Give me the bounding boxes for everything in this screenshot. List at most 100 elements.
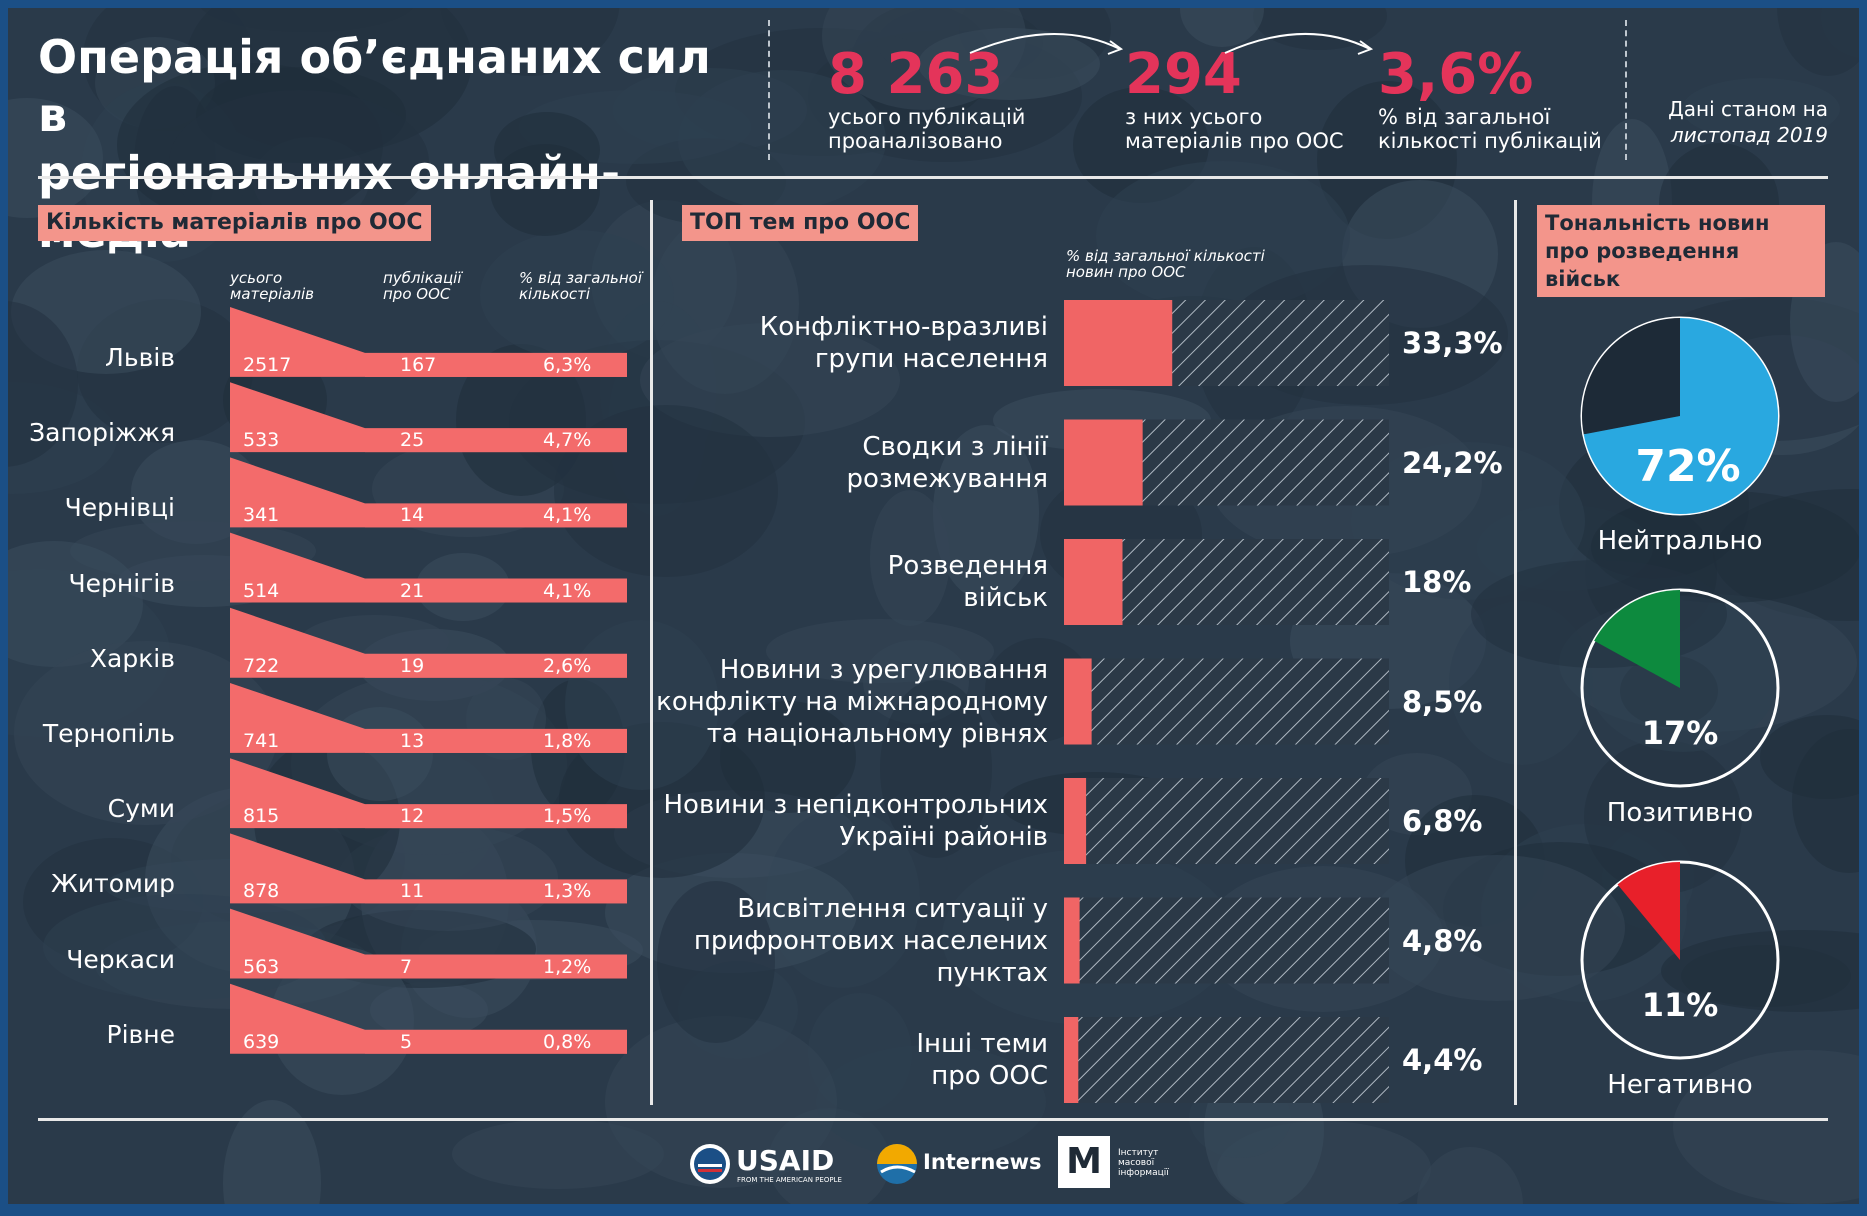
axis-note-line: % від загальної кількості [1066,247,1265,265]
region-city: Тернопіль [42,719,175,748]
topic-label-line: групи населення [814,344,1048,374]
topic-label: Сводки з лінії розмежування [628,431,1048,495]
camo-blob [440,0,620,76]
region-oos: 13 [400,730,425,752]
topic-label: Розведення військ [628,550,1048,614]
section-divider-1 [650,200,653,1105]
region-city: Запоріжжя [29,418,175,447]
region-wedge [230,833,627,904]
topic-label-line: про ООС [931,1061,1048,1091]
camo-blob [480,230,674,360]
stat-total-publications: 8 263 усього публікацій проаналізовано [828,42,1068,154]
region-wedge [230,532,627,603]
camo-blob [720,701,856,813]
camo-blob [14,641,278,825]
camo-blob [1760,715,1867,799]
region-total: 722 [243,655,280,677]
region-baseline [365,1051,627,1054]
region-total: 878 [243,880,280,902]
camo-blob [1661,930,1867,1012]
region-oos: 7 [400,956,413,978]
col-head-line: усього [230,269,283,287]
camo-blob [0,541,143,667]
topic-label-line: розмежування [846,464,1048,494]
tone-heading-line: про розведення військ [1545,239,1740,291]
topic-value: 6,8% [1402,804,1483,838]
tone-label: Негативно [1607,1070,1753,1100]
imi-logo: М Інститут масової інформації [1058,1136,1198,1190]
region-oos: 167 [400,354,437,376]
camo-blob [651,214,799,394]
col-head-oos: публікації про ООС [383,270,462,302]
topic-value: 24,2% [1402,446,1503,480]
stat-desc-line-2: кількості публікацій [1378,129,1602,153]
camo-blob [766,619,994,683]
topic-label: Новини з непідконтрольних Україні районів [628,789,1048,853]
camo-blob [1673,1050,1867,1204]
stat-oos-materials: 294 з них усього матеріалів про ООС [1125,42,1365,154]
camo-blob [605,1016,837,1188]
tone-pie-slice [1594,590,1680,688]
tone-label: Позитивно [1606,798,1754,828]
as-of-date: Дані станом на листопад 2019 [1640,96,1828,148]
regions-heading: Кількість матеріалів про ООС [38,205,431,241]
camo-blob [1417,1147,1523,1216]
region-pct: 1,2% [543,956,592,978]
arrow-icon [969,32,1121,54]
imi-name-line: інформації [1118,1168,1169,1178]
camo-blob [1096,161,1350,311]
topic-label-line: Новини з непідконтрольних [663,790,1048,820]
stat-value: 3,6% [1378,42,1534,107]
camo-blob [1777,0,1867,76]
region-city: Чернігів [68,569,176,598]
region-pct: 1,3% [543,880,592,902]
region-city: Харків [89,644,175,673]
usaid-wordmark: USAID [736,1144,835,1177]
axis-note-line: новин про ООС [1066,263,1186,281]
region-wedge [230,382,627,453]
topic-label-line: прифронтових населених [693,926,1048,956]
region-pct: 1,5% [543,805,592,827]
usaid-tagline: FROM THE AMERICAN PEOPLE [737,1176,842,1184]
region-wedge [230,908,627,979]
tone-pie-rest [1582,318,1680,435]
footer-separator [38,1118,1828,1121]
imi-mark-icon: М [1058,1136,1110,1188]
topic-value: 33,3% [1402,326,1503,360]
region-total: 563 [243,956,280,978]
region-baseline [365,525,627,528]
topic-bar [1064,658,1092,745]
region-oos: 11 [400,880,425,902]
stat-value: 8 263 [828,42,1004,107]
col-head-pct: % від загальної кількості [519,270,642,302]
topic-label-line: конфлікту на міжнародному [656,687,1048,717]
topic-bar-track [1064,897,1389,984]
region-pct: 4,1% [543,580,592,602]
camo-blob [1253,0,1387,50]
region-wedge [230,758,627,829]
region-city: Житомир [50,869,175,898]
tone-percent: 11% [1641,986,1719,1024]
topic-label: Інші теми про ООС [628,1028,1048,1092]
region-total: 815 [243,805,280,827]
page-title: Операція об’єднаних сил в регіональних о… [38,28,738,260]
stat-desc-line-1: % від загальної [1378,105,1551,129]
topic-label-line: Конфліктно-вразливі [759,312,1048,342]
camo-blob [1180,0,1264,47]
topic-label: Висвітлення ситуації у прифронтових насел… [628,893,1048,989]
region-oos: 19 [400,655,425,677]
region-city: Суми [107,794,175,823]
region-oos: 25 [400,429,425,451]
header-separator [38,176,1828,179]
region-baseline [365,826,627,829]
topic-label: Новини з урегулювання конфлікту на міжнар… [628,654,1048,750]
header-divider-right [1625,20,1627,160]
stat-value: 294 [1125,42,1242,107]
region-baseline [365,976,627,979]
tone-pie-slice [1583,318,1778,514]
region-wedges [230,307,627,1054]
imi-name-line: Інститут [1118,1148,1159,1158]
arrow-icon [1224,32,1371,54]
camo-blob [0,301,78,467]
